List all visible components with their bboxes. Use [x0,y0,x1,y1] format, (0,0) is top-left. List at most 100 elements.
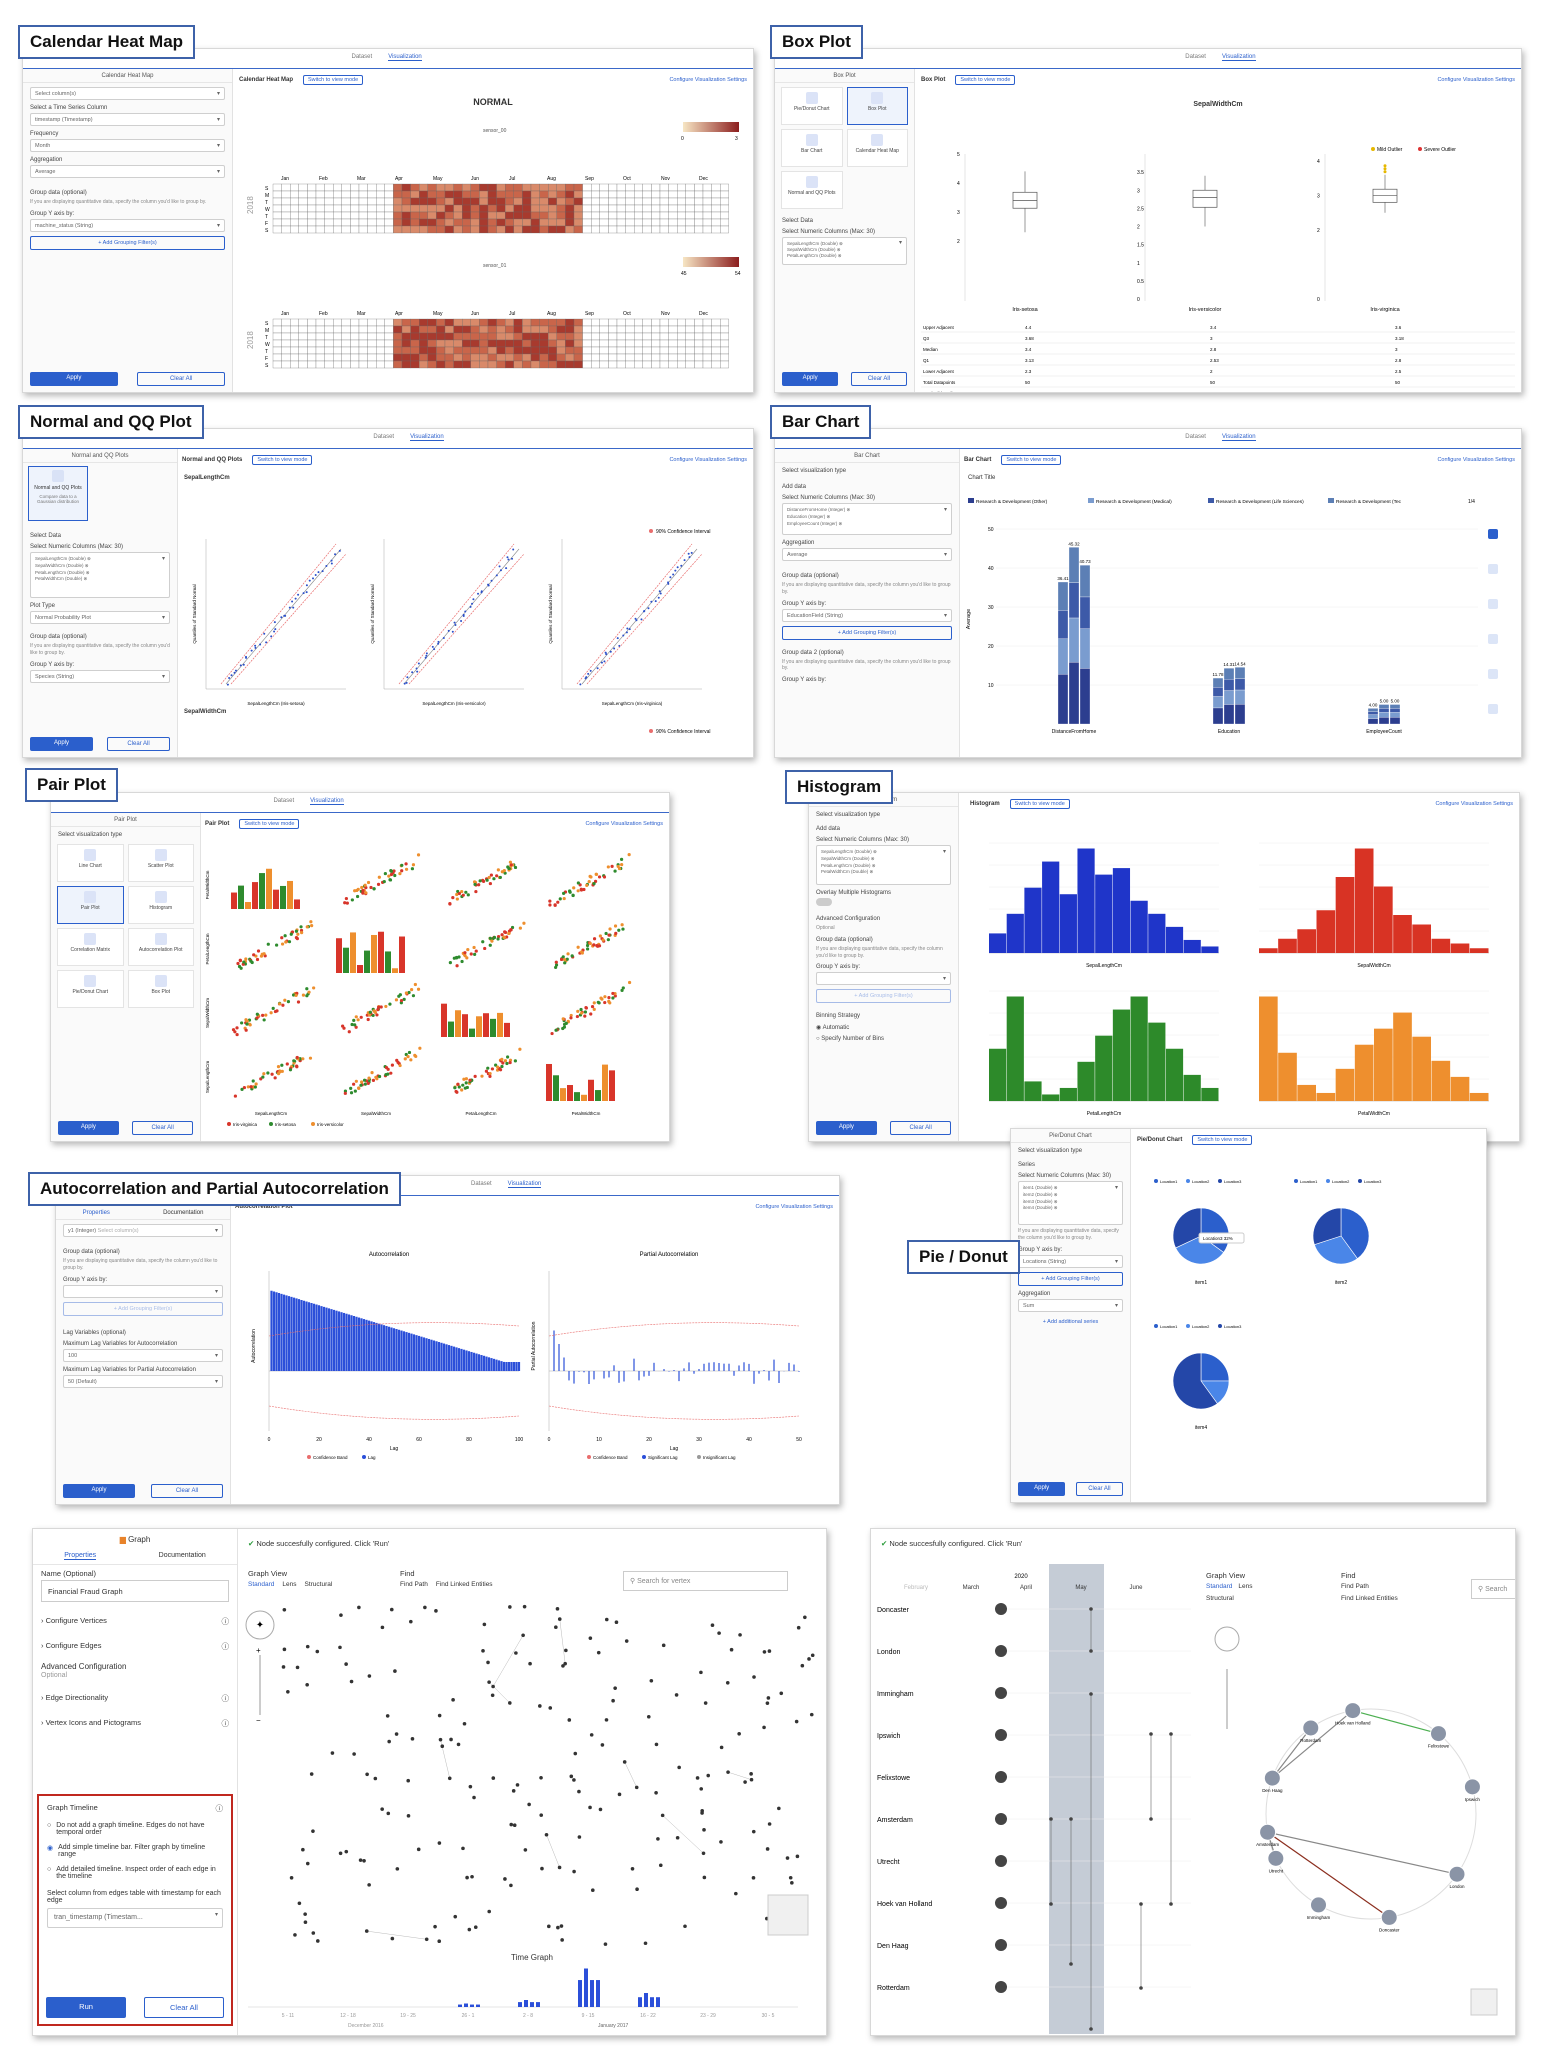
side-tool-icon[interactable] [1488,564,1498,574]
vertex[interactable] [309,1772,314,1776]
vertex[interactable] [523,1848,528,1852]
vertex[interactable] [567,1718,572,1722]
vertex[interactable] [295,1665,300,1670]
add-grouping-button[interactable]: + Add Grouping Filter(s) [782,625,952,640]
vertex[interactable] [491,1776,496,1780]
vertex[interactable] [557,1617,562,1621]
vertex[interactable] [393,1669,397,1673]
vertex[interactable] [389,1607,394,1612]
vertex[interactable] [301,1847,305,1852]
vertex[interactable] [752,1675,756,1679]
viz-type-card[interactable]: Line Chart [57,844,124,882]
vertex[interactable] [600,1743,605,1747]
vertex[interactable] [468,1784,473,1789]
view-standard[interactable]: Standard [1206,1583,1233,1590]
name-input[interactable]: Financial Fraud Graph [41,1580,229,1602]
vertex[interactable] [316,1939,320,1943]
timeline-node[interactable] [995,1855,1007,1867]
side-tool-icon[interactable] [1488,634,1498,644]
vertex[interactable] [539,1775,543,1780]
tab-dataset[interactable]: Dataset [373,434,395,440]
vertex[interactable] [473,1925,478,1930]
vertex[interactable] [743,1780,747,1784]
vertex[interactable] [683,1924,687,1929]
find-path[interactable]: Find Path [1341,1583,1369,1590]
vertex[interactable] [440,1744,445,1749]
vertex[interactable] [344,1849,349,1854]
tab-visualization[interactable]: Visualization [1221,54,1256,61]
side-tool-icon[interactable] [1488,669,1498,679]
vertex[interactable] [538,1704,542,1708]
column-chip[interactable]: item4 (Double) ⊗ [1023,1205,1058,1211]
city-node[interactable] [1344,1702,1362,1720]
column-chip[interactable]: DistanceFromHome (Integer) ⊗ [787,507,851,512]
vertex[interactable] [486,1660,490,1665]
vertex[interactable] [577,1789,581,1794]
side-tool-icon[interactable] [1488,704,1498,714]
vertex[interactable] [362,1859,366,1863]
side-tool-icon[interactable] [1488,599,1498,609]
vertex[interactable] [635,1887,639,1892]
vertex[interactable] [527,1802,531,1807]
vertex[interactable] [643,1941,648,1946]
vertex[interactable] [521,1633,525,1638]
column-chip[interactable]: PetalLengthCm (Double) ⊗ [787,252,842,258]
select-type-label[interactable]: Select visualization type [58,832,123,838]
city-node[interactable] [1429,1725,1447,1743]
timestamp-select[interactable]: tran_timestamp (Timestam... [47,1908,223,1928]
configure-link[interactable]: Configure Visualization Settings [669,77,747,83]
timeline-node[interactable] [995,1729,1007,1741]
vertex[interactable] [548,1706,553,1710]
vertex[interactable] [660,1813,665,1818]
vertex[interactable] [438,1737,443,1742]
vertex[interactable] [710,1623,715,1628]
vertex[interactable] [703,1701,708,1705]
vertex[interactable] [658,1863,663,1868]
max-lag-pacf-input[interactable]: 50 (Default) [63,1374,223,1388]
vertex[interactable] [410,1737,415,1741]
tab-visualization[interactable]: Visualization [1221,434,1256,441]
vertex[interactable] [598,1807,603,1812]
vertex[interactable] [394,1732,399,1736]
column-select[interactable]: y1 (Integer) Select column(s) [63,1224,223,1237]
vertex[interactable] [674,1693,679,1697]
vertex[interactable] [603,1942,608,1946]
timeline-option-1[interactable]: ○ Do not add a graph timeline. Edges do n… [47,1822,223,1836]
vertex[interactable] [554,1625,558,1630]
vertex[interactable] [386,1811,391,1816]
group-select[interactable] [816,972,951,986]
vertex[interactable] [702,1828,706,1832]
agg-select[interactable]: Average [30,165,225,178]
city-node[interactable] [1380,1908,1398,1926]
viz-type-card[interactable]: Correlation Matrix [57,928,124,966]
vertex[interactable] [788,1875,793,1880]
group2-label[interactable]: Group data 2 (optional) [782,649,844,656]
view-lens[interactable]: Lens [1238,1583,1253,1590]
vertex[interactable] [719,1745,724,1750]
timeline-node[interactable] [995,1603,1007,1615]
vertex[interactable] [604,1617,609,1622]
column-chip[interactable]: item1 (Double) ⊗ [1023,1185,1058,1190]
tab-properties[interactable]: Properties [64,1552,97,1560]
add-grouping-button[interactable]: + Add Grouping Filter(s) [30,235,225,250]
pan-control-icon[interactable] [1214,1626,1240,1652]
vertex[interactable] [344,1662,348,1666]
vertex[interactable] [303,1912,307,1916]
add-grouping-button[interactable]: + Add Grouping Filter(s) [816,989,951,1004]
max-lag-acf-input[interactable]: 100 [63,1348,223,1362]
vertex[interactable] [557,1865,562,1870]
vertex[interactable] [725,1680,730,1685]
vertex[interactable] [751,1876,756,1880]
timeline-option-3[interactable]: ○ Add detailed timeline. Inspect order of… [47,1866,223,1880]
vertex[interactable] [634,1785,639,1790]
tab-dataset[interactable]: Dataset [470,1181,492,1187]
timeline-node[interactable] [995,1771,1007,1783]
vertex[interactable] [509,1822,514,1827]
vertex[interactable] [588,1805,592,1810]
tab-documentation[interactable]: Documentation [163,1210,204,1216]
numeric-cols-select[interactable]: SepalLengthCm (Double) ⊗ SepalWidthCm (Do… [782,237,907,265]
vertex[interactable] [286,1689,290,1694]
numeric-cols-select[interactable]: SepalLengthCm (Double) ⊗ SepalWidthCm (Do… [816,845,951,885]
config-section[interactable]: › Configure Vertices ⓘ [41,1616,229,1627]
vertex[interactable] [406,1814,411,1818]
